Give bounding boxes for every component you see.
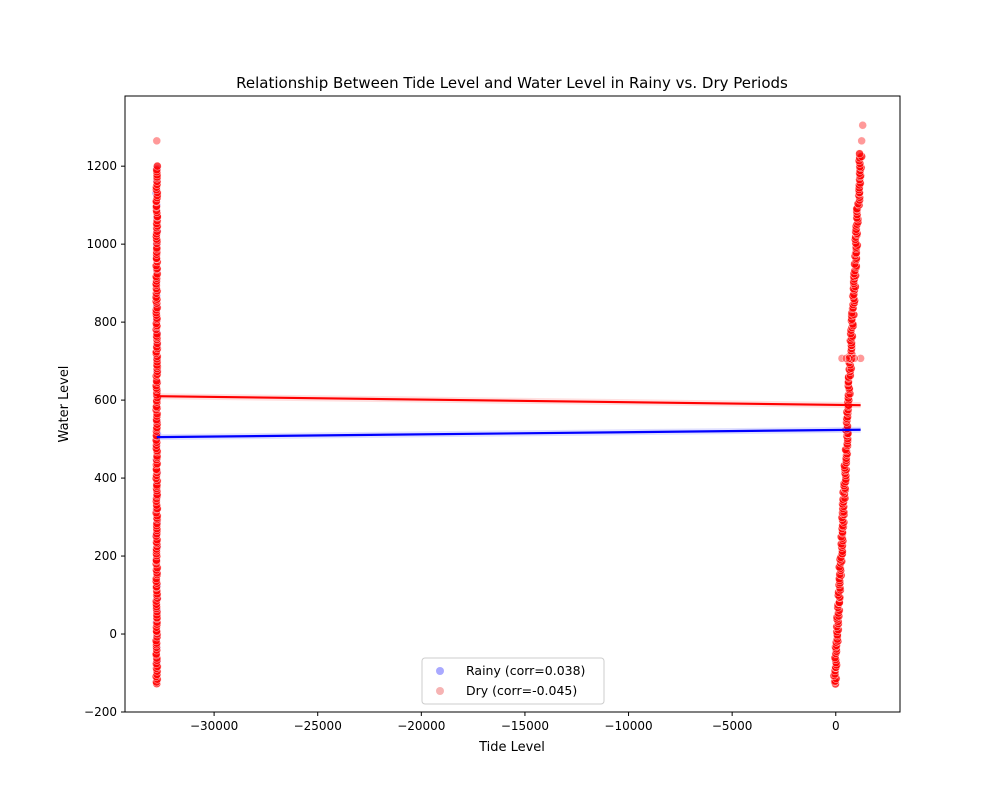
legend-marker-dry bbox=[436, 687, 444, 695]
x-axis-label: Tide Level bbox=[478, 740, 545, 755]
data-point bbox=[841, 354, 851, 363]
y-tick-label: 1200 bbox=[86, 159, 117, 173]
y-tick-label: 800 bbox=[94, 315, 117, 329]
x-tick-label: 0 bbox=[832, 719, 840, 733]
data-point bbox=[855, 149, 864, 158]
legend-marker-rainy bbox=[436, 667, 444, 675]
y-tick-label: 200 bbox=[94, 549, 117, 563]
points-layer bbox=[151, 120, 867, 689]
data-point bbox=[850, 354, 859, 363]
data-point bbox=[857, 136, 866, 146]
data-point bbox=[858, 120, 867, 130]
chart-title: Relationship Between Tide Level and Wate… bbox=[236, 74, 788, 92]
x-tick-label: −15000 bbox=[501, 719, 549, 733]
legend: Rainy (corr=0.038) Dry (corr=-0.045) bbox=[421, 657, 605, 705]
data-point bbox=[152, 136, 162, 146]
y-axis-label: Water Level bbox=[57, 366, 72, 443]
regression-line bbox=[156, 428, 861, 439]
x-tick-label: −25000 bbox=[294, 719, 342, 733]
legend-label-dry: Dry (corr=-0.045) bbox=[466, 683, 577, 698]
x-tick-label: −20000 bbox=[397, 719, 445, 733]
y-tick-label: −200 bbox=[84, 705, 117, 719]
y-axis: −200 0 200 400 600 800 1000 1200 bbox=[84, 159, 125, 719]
y-tick-label: 600 bbox=[94, 393, 117, 407]
data-point bbox=[856, 354, 865, 363]
y-tick-label: 0 bbox=[109, 627, 117, 641]
regression-line bbox=[156, 395, 861, 407]
y-tick-label: 1000 bbox=[86, 237, 117, 251]
x-tick-label: −5000 bbox=[712, 719, 753, 733]
x-tick-label: −10000 bbox=[604, 719, 652, 733]
y-tick-label: 400 bbox=[94, 471, 117, 485]
data-point bbox=[153, 161, 162, 171]
legend-label-rainy: Rainy (corr=0.038) bbox=[466, 663, 585, 678]
x-axis: −30000 −25000 −20000 −15000 −10000 −5000 0 bbox=[190, 712, 840, 733]
x-tick-label: −30000 bbox=[190, 719, 238, 733]
regression-lines-layer bbox=[156, 393, 861, 441]
plot-frame bbox=[124, 95, 901, 713]
data-point bbox=[844, 354, 854, 363]
legend-box bbox=[421, 657, 605, 705]
